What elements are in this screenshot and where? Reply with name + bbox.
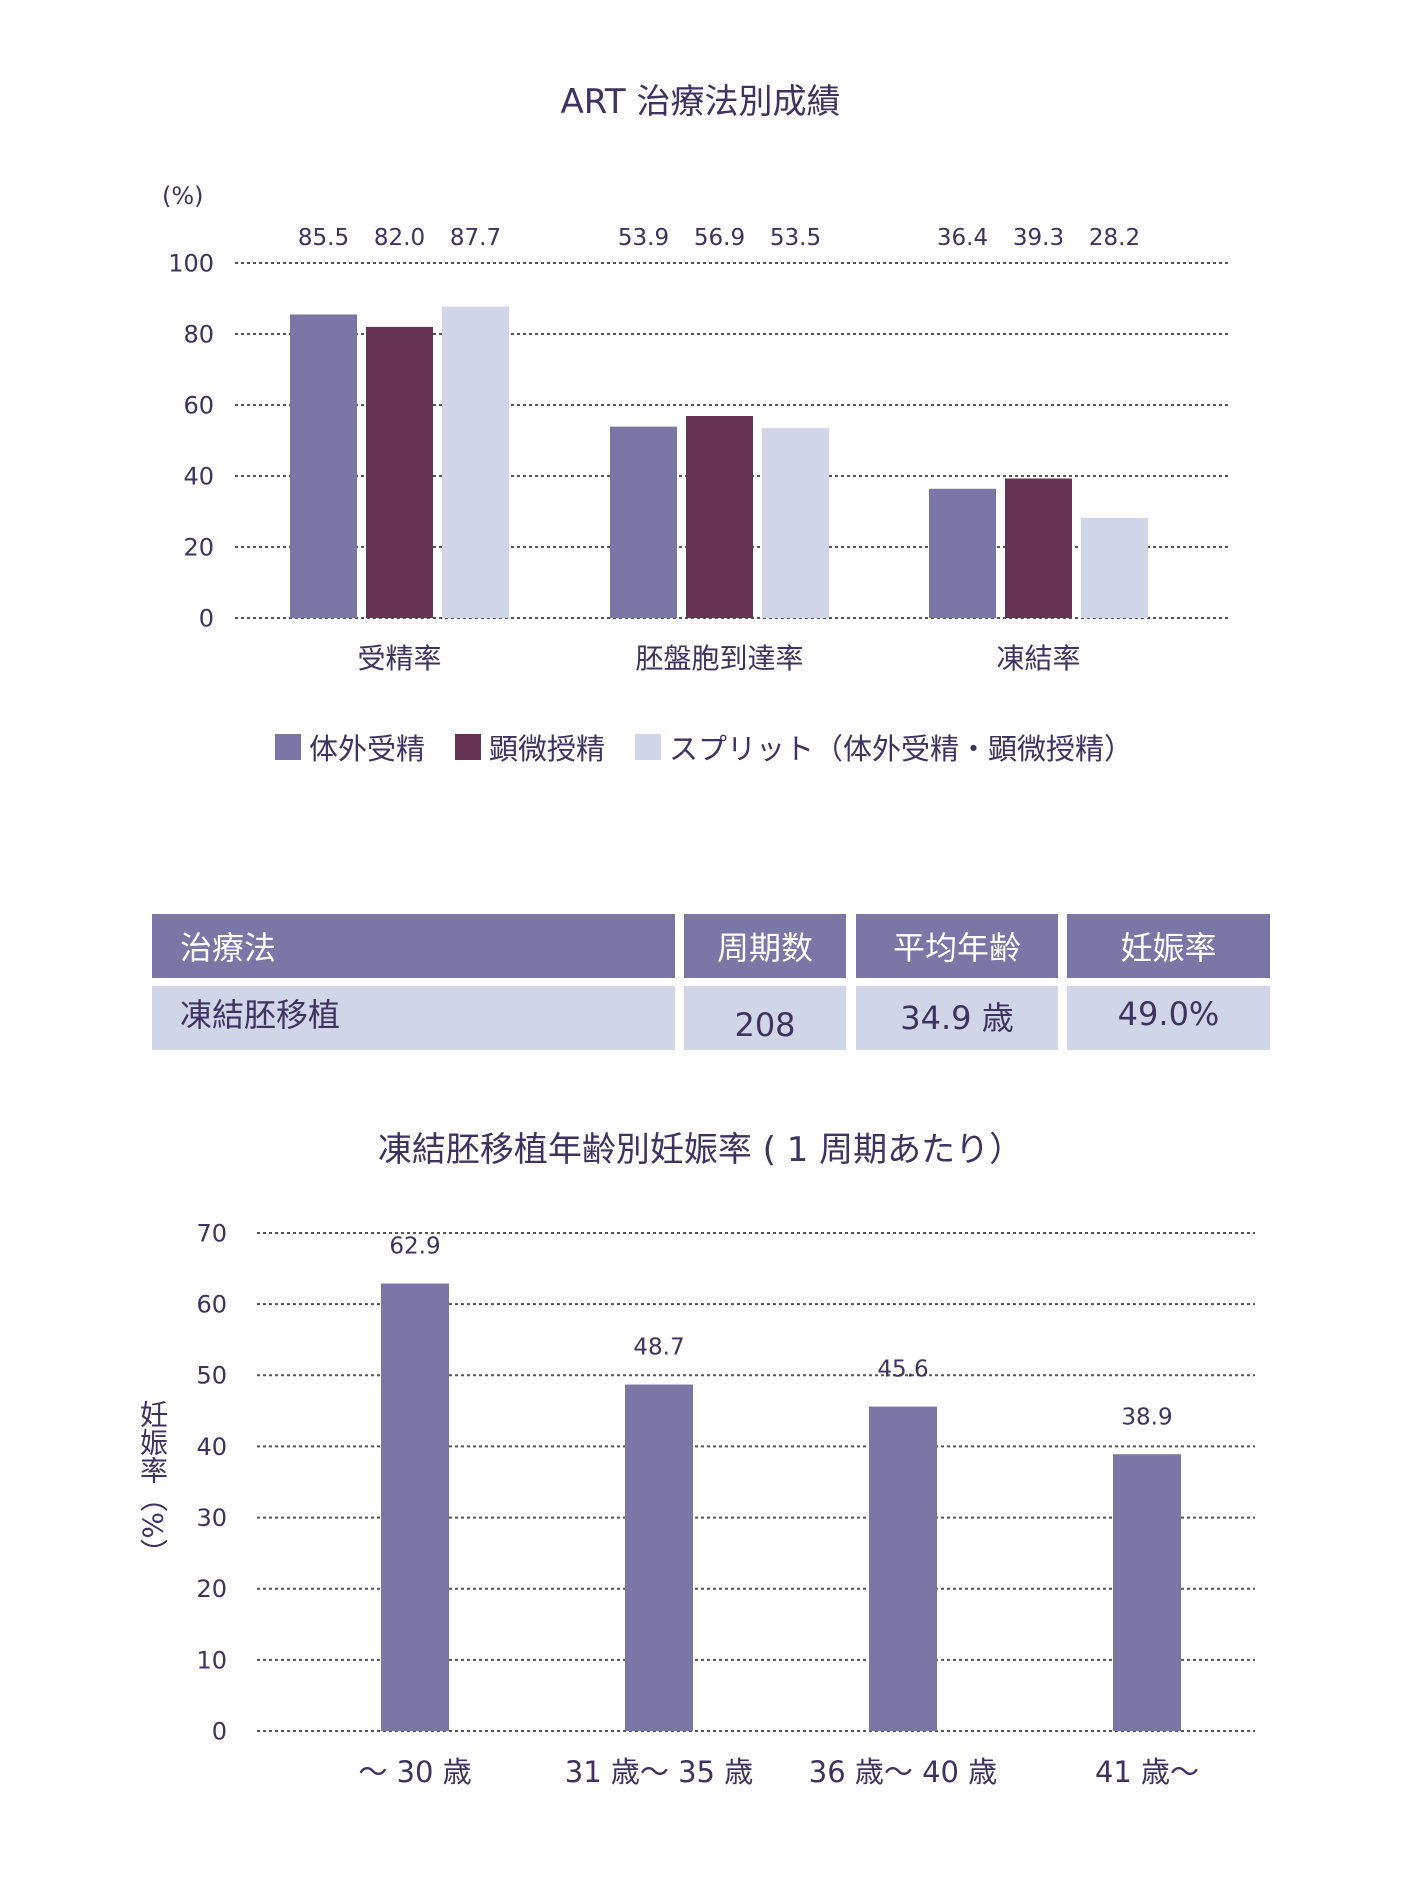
x-category-label: 31 歳～ 35 歳: [565, 1755, 753, 1789]
y-tick-label: 40: [183, 462, 214, 490]
bar: [366, 326, 433, 618]
x-category-label: 凍結率: [996, 642, 1080, 675]
x-category-label: 41 歳～: [1095, 1755, 1199, 1789]
chart2-y-axis-label: 妊娠率（%）: [136, 1400, 169, 1567]
bar: [869, 1406, 937, 1731]
bar: [1113, 1454, 1181, 1731]
value-label: 45.6: [877, 1357, 928, 1383]
value-label: 53.9: [618, 225, 669, 251]
legend-item-split: スプリット（体外受精・顕微授精）: [635, 726, 1133, 768]
chart1-legend: 体外受精 顕微授精 スプリット（体外受精・顕微授精）: [275, 726, 1163, 768]
table-cell-avg-age: 34.9 歳: [856, 986, 1058, 1050]
legend-item-icsi: 顕微授精: [455, 726, 605, 768]
y-tick-label: 60: [183, 391, 214, 419]
y-tick-label: 0: [212, 1717, 227, 1745]
legend-label: 顕微授精: [489, 732, 606, 766]
chart2-title: 凍結胚移植年齢別妊娠率 ( 1 周期あたり）: [377, 1130, 1024, 1170]
value-label: 39.3: [1013, 225, 1064, 251]
legend-label: 体外受精: [309, 732, 426, 766]
table-cell-method: 凍結胚移植: [152, 986, 675, 1050]
y-tick-label: 20: [196, 1575, 227, 1603]
bar: [1005, 478, 1072, 618]
y-tick-label: 100: [168, 249, 214, 277]
value-label: 87.7: [450, 225, 501, 251]
value-label: 38.9: [1121, 1404, 1172, 1430]
value-label: 28.2: [1089, 225, 1140, 251]
x-category-label: 受精率: [357, 642, 441, 675]
table-cell-pregnancy-rate: 49.0%: [1067, 986, 1270, 1050]
y-tick-label: 0: [199, 604, 214, 632]
legend-swatch: [275, 734, 301, 760]
bar: [625, 1384, 693, 1731]
table-header-avg-age: 平均年齢: [856, 914, 1058, 978]
bar: [610, 426, 677, 618]
x-category-label: ～ 30 歳: [358, 1755, 471, 1789]
y-tick-label: 30: [196, 1504, 227, 1532]
y-tick-label: 20: [183, 533, 214, 561]
y-tick-label: 50: [196, 1362, 227, 1390]
bar: [1081, 517, 1148, 618]
legend-swatch: [455, 734, 482, 760]
y-tick-label: 40: [196, 1433, 227, 1461]
y-tick-label: 80: [183, 320, 214, 348]
chart1-y-unit: (%): [162, 182, 204, 210]
bar: [442, 306, 509, 618]
value-label: 82.0: [374, 225, 425, 251]
bar: [686, 416, 753, 618]
value-label: 56.9: [694, 225, 745, 251]
legend-item-ivf: 体外受精: [275, 726, 425, 768]
y-tick-label: 70: [196, 1219, 227, 1247]
legend-label: スプリット（体外受精・顕微授精）: [669, 732, 1134, 766]
table-cell-cycles: 208: [684, 986, 846, 1050]
y-tick-label: 10: [196, 1646, 227, 1674]
value-label: 36.4: [937, 225, 988, 251]
value-label: 48.7: [633, 1335, 684, 1361]
bar: [929, 488, 996, 618]
x-category-label: 36 歳～ 40 歳: [809, 1755, 997, 1789]
table-header-pregnancy-rate: 妊娠率: [1067, 914, 1270, 978]
bar: [762, 428, 829, 618]
y-tick-label: 60: [196, 1291, 227, 1319]
value-label: 62.9: [389, 1234, 440, 1260]
chart1-plot: 0 20 40 60 80 100 85.5 82.0 87.7 受精率 53.9 56.9 53.5 胚…: [168, 225, 1231, 675]
bar: [290, 314, 357, 618]
x-category-label: 胚盤胞到達率: [635, 642, 803, 675]
bar: [381, 1283, 449, 1731]
chart1-title: ART 治療法別成績: [560, 82, 841, 122]
value-label: 53.5: [770, 225, 821, 251]
value-label: 85.5: [298, 225, 349, 251]
legend-swatch: [635, 734, 662, 760]
table-header-method: 治療法: [152, 914, 675, 978]
table-header-cycles: 周期数: [684, 914, 846, 978]
